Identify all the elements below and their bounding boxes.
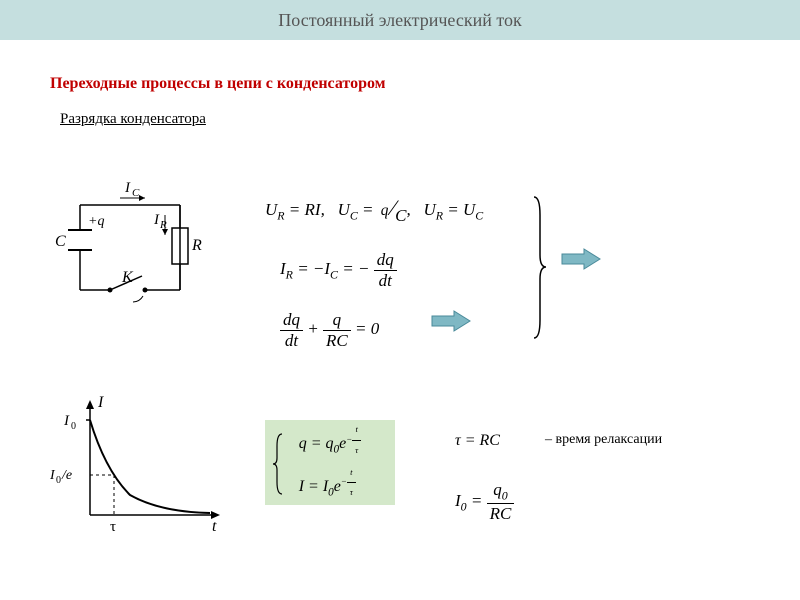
svg-text:I: I <box>97 395 104 411</box>
svg-text:I: I <box>63 413 70 429</box>
svg-text:τ: τ <box>110 519 116 535</box>
header-title: Постоянный электрический ток <box>278 10 521 31</box>
svg-text:C: C <box>55 233 66 250</box>
arrow-icon-1 <box>560 248 600 268</box>
equation-2: IR = −IC = − dqdt <box>280 250 397 291</box>
arrow-icon-2 <box>430 310 470 330</box>
tau-label: – время релаксации <box>545 432 662 448</box>
circuit-svg: C +q R K I C I R <box>50 180 220 330</box>
circuit-diagram: C +q R K I C I R <box>50 180 220 335</box>
svg-text:I: I <box>153 212 160 228</box>
svg-text:t: t <box>212 518 217 535</box>
svg-text:+q: +q <box>88 214 104 229</box>
decay-graph: I t I 0 I 0 /e τ <box>50 395 230 550</box>
solution-box: q = q0e−tτ I = I0e−tτ <box>265 420 395 505</box>
svg-text:R: R <box>191 237 202 254</box>
solution-q: q = q0e−tτ <box>299 420 362 462</box>
subtitle: Переходные процессы в цепи с конденсатор… <box>50 75 800 93</box>
solution-I: I = I0e−tτ <box>299 463 362 505</box>
equation-3: dqdt + qRC = 0 <box>280 310 379 351</box>
solution-brace <box>272 432 284 501</box>
i0-equation: I0 = q0RC <box>455 480 514 524</box>
svg-text:R: R <box>159 219 167 231</box>
svg-text:0: 0 <box>71 421 76 432</box>
svg-text:I: I <box>124 180 131 196</box>
svg-text:K: K <box>121 269 134 286</box>
equation-1: UR = RI, UC = q⁄C, UR = UC <box>265 195 483 223</box>
section-label: Разрядка конденсатора <box>60 111 800 128</box>
big-brace <box>530 195 550 345</box>
page-header: Постоянный электрический ток <box>0 0 800 40</box>
svg-text:0: 0 <box>56 475 61 486</box>
tau-equation: τ = RC <box>455 432 500 450</box>
svg-text:C: C <box>132 187 140 199</box>
svg-text:/e: /e <box>61 468 72 483</box>
